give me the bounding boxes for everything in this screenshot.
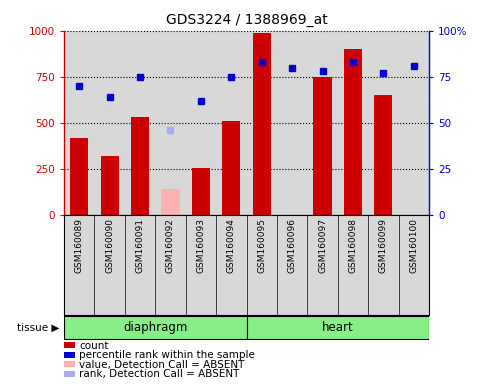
Bar bbox=[192, 168, 210, 215]
Bar bbox=[131, 118, 149, 215]
Text: GSM160092: GSM160092 bbox=[166, 218, 175, 273]
Text: rank, Detection Call = ABSENT: rank, Detection Call = ABSENT bbox=[79, 369, 239, 379]
Text: GSM160100: GSM160100 bbox=[409, 218, 418, 273]
Text: count: count bbox=[79, 341, 108, 351]
FancyBboxPatch shape bbox=[246, 316, 429, 339]
Text: GSM160096: GSM160096 bbox=[287, 218, 297, 273]
Text: GSM160093: GSM160093 bbox=[196, 218, 206, 273]
Text: GSM160091: GSM160091 bbox=[136, 218, 144, 273]
Bar bbox=[374, 95, 392, 215]
Text: value, Detection Call = ABSENT: value, Detection Call = ABSENT bbox=[79, 360, 244, 370]
Text: GDS3224 / 1388969_at: GDS3224 / 1388969_at bbox=[166, 13, 327, 27]
Text: heart: heart bbox=[322, 321, 353, 334]
Bar bbox=[101, 156, 119, 215]
Text: percentile rank within the sample: percentile rank within the sample bbox=[79, 350, 255, 360]
Text: tissue ▶: tissue ▶ bbox=[17, 322, 59, 333]
Text: GSM160098: GSM160098 bbox=[349, 218, 357, 273]
Bar bbox=[222, 121, 241, 215]
Text: GSM160099: GSM160099 bbox=[379, 218, 388, 273]
Bar bbox=[161, 189, 179, 215]
FancyBboxPatch shape bbox=[64, 316, 246, 339]
Text: GSM160095: GSM160095 bbox=[257, 218, 266, 273]
Bar bbox=[252, 33, 271, 215]
Text: GSM160097: GSM160097 bbox=[318, 218, 327, 273]
Text: GSM160094: GSM160094 bbox=[227, 218, 236, 273]
Bar bbox=[70, 137, 88, 215]
Bar bbox=[344, 49, 362, 215]
Text: GSM160090: GSM160090 bbox=[105, 218, 114, 273]
Bar bbox=[314, 77, 332, 215]
Text: diaphragm: diaphragm bbox=[123, 321, 187, 334]
Text: GSM160089: GSM160089 bbox=[75, 218, 84, 273]
